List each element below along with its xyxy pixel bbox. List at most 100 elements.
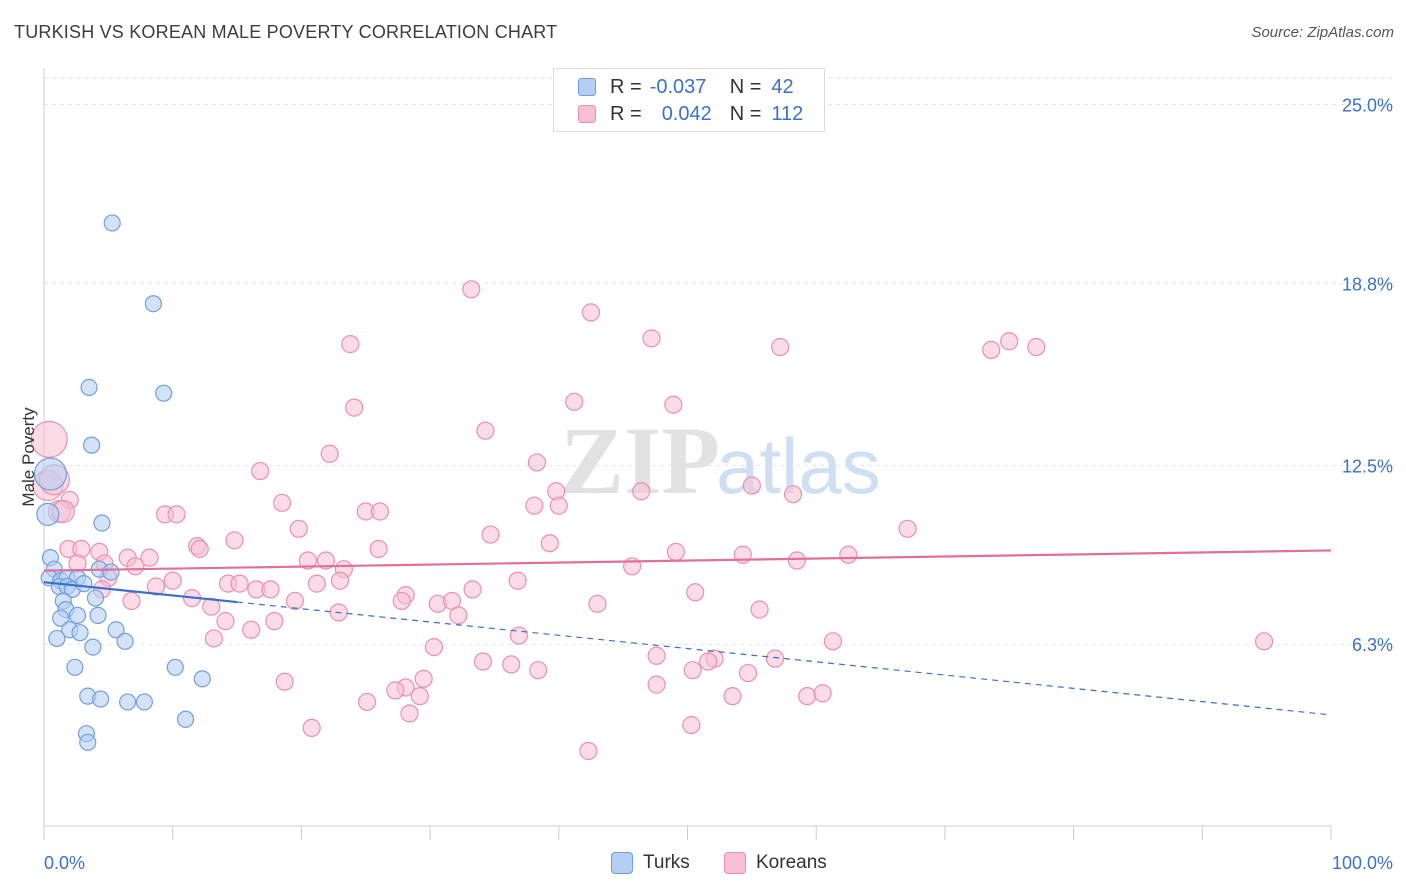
turk-point	[84, 638, 102, 656]
x-tick-label-min: 0.0%	[44, 853, 85, 873]
korean-point	[525, 496, 544, 515]
korean-point	[216, 612, 235, 631]
korean-point	[370, 502, 390, 521]
turk-point	[68, 606, 87, 624]
korean-point	[502, 655, 521, 674]
korean-point	[898, 519, 917, 538]
korean-point	[783, 485, 803, 504]
turks-swatch-icon	[578, 78, 596, 96]
korean-point	[225, 531, 244, 550]
korean-point	[771, 337, 790, 357]
koreans-points	[30, 280, 1274, 761]
korean-point	[1254, 632, 1274, 651]
correlation-stats-box: R = -0.037 N = 42 R = 0.042 N = 112	[553, 68, 825, 132]
korean-point	[738, 663, 758, 683]
turks-r-value: -0.037	[649, 75, 707, 98]
korean-point	[230, 574, 249, 593]
korean-point	[285, 591, 305, 611]
korean-point	[462, 280, 481, 299]
korean-point	[386, 681, 405, 700]
korean-point	[272, 493, 292, 512]
korean-point	[190, 539, 209, 559]
korean-point	[242, 620, 261, 639]
koreans-n-label: N =	[729, 102, 762, 125]
korean-point	[839, 545, 858, 564]
korean-point	[765, 649, 785, 668]
korean-point	[320, 444, 339, 463]
korean-point	[289, 519, 308, 538]
legend-item-koreans[interactable]: Koreans	[724, 852, 827, 874]
turk-point	[119, 693, 137, 711]
turks-r-label: R =	[610, 75, 642, 98]
korean-point	[742, 476, 761, 495]
source-label: Source: ZipAtlas.com	[1251, 24, 1394, 41]
legend-label-turks: Turks	[643, 852, 690, 873]
y-tick-label: 18.8%	[1342, 275, 1393, 295]
turk-point	[144, 295, 162, 313]
korean-point	[357, 692, 377, 712]
korean-point	[204, 629, 223, 648]
korean-point	[449, 606, 468, 625]
turk-point	[155, 384, 173, 402]
korean-point	[392, 591, 411, 611]
koreans-legend-swatch-icon	[724, 852, 746, 874]
legend: Turks Koreans	[0, 852, 1406, 878]
korean-point	[122, 591, 141, 611]
turks-legend-swatch-icon	[611, 852, 633, 874]
korean-point	[275, 672, 294, 691]
legend-item-turks[interactable]: Turks	[611, 852, 690, 874]
turk-point	[103, 214, 121, 232]
korean-point	[549, 496, 568, 515]
turk-point	[93, 514, 111, 532]
korean-point	[463, 580, 482, 599]
turks-n-value: 42	[771, 75, 794, 98]
korean-point	[664, 395, 683, 414]
stats-row-turks: R = -0.037 N = 42	[578, 74, 794, 100]
korean-point	[509, 626, 529, 645]
turk-point	[48, 629, 66, 648]
korean-point	[581, 303, 601, 322]
koreans-swatch-icon	[578, 105, 596, 123]
korean-point	[1027, 337, 1046, 357]
turks-points	[33, 214, 211, 751]
turk-point	[83, 436, 101, 454]
turk-point	[116, 632, 134, 650]
korean-point	[424, 637, 444, 657]
korean-point	[1000, 332, 1019, 351]
turk-point	[66, 658, 84, 676]
korean-point	[529, 661, 548, 680]
turk-point	[33, 457, 68, 491]
korean-point	[686, 583, 705, 602]
legend-label-koreans: Koreans	[756, 852, 827, 873]
turks-trend-solid	[43, 581, 238, 604]
korean-point	[298, 551, 317, 570]
korean-point	[787, 551, 806, 570]
koreans-r-value: 0.042	[661, 102, 712, 125]
turks-trend-dashed	[236, 601, 1332, 716]
korean-point	[813, 684, 832, 703]
turk-point	[86, 589, 105, 607]
turk-point	[135, 693, 153, 711]
turk-point	[102, 563, 120, 581]
korean-point	[642, 329, 661, 348]
y-tick-label: 6.3%	[1352, 635, 1393, 655]
korean-point	[265, 612, 284, 631]
korean-point	[369, 539, 388, 559]
trend-lines	[43, 549, 1332, 716]
korean-point	[588, 594, 607, 613]
turk-point	[92, 690, 110, 708]
korean-point	[647, 675, 666, 694]
korean-point	[146, 577, 166, 596]
korean-point	[341, 335, 360, 354]
korean-point	[723, 687, 742, 706]
koreans-r-label: R =	[610, 102, 642, 125]
turk-point	[193, 670, 211, 688]
korean-point	[261, 580, 280, 599]
korean-point	[565, 392, 584, 411]
y-axis-label: Male Poverty	[19, 407, 38, 507]
korean-point	[683, 661, 702, 680]
korean-point	[982, 340, 1001, 359]
turk-point	[107, 621, 125, 639]
y-tick-label: 25.0%	[1342, 96, 1393, 116]
korean-point	[30, 420, 68, 458]
